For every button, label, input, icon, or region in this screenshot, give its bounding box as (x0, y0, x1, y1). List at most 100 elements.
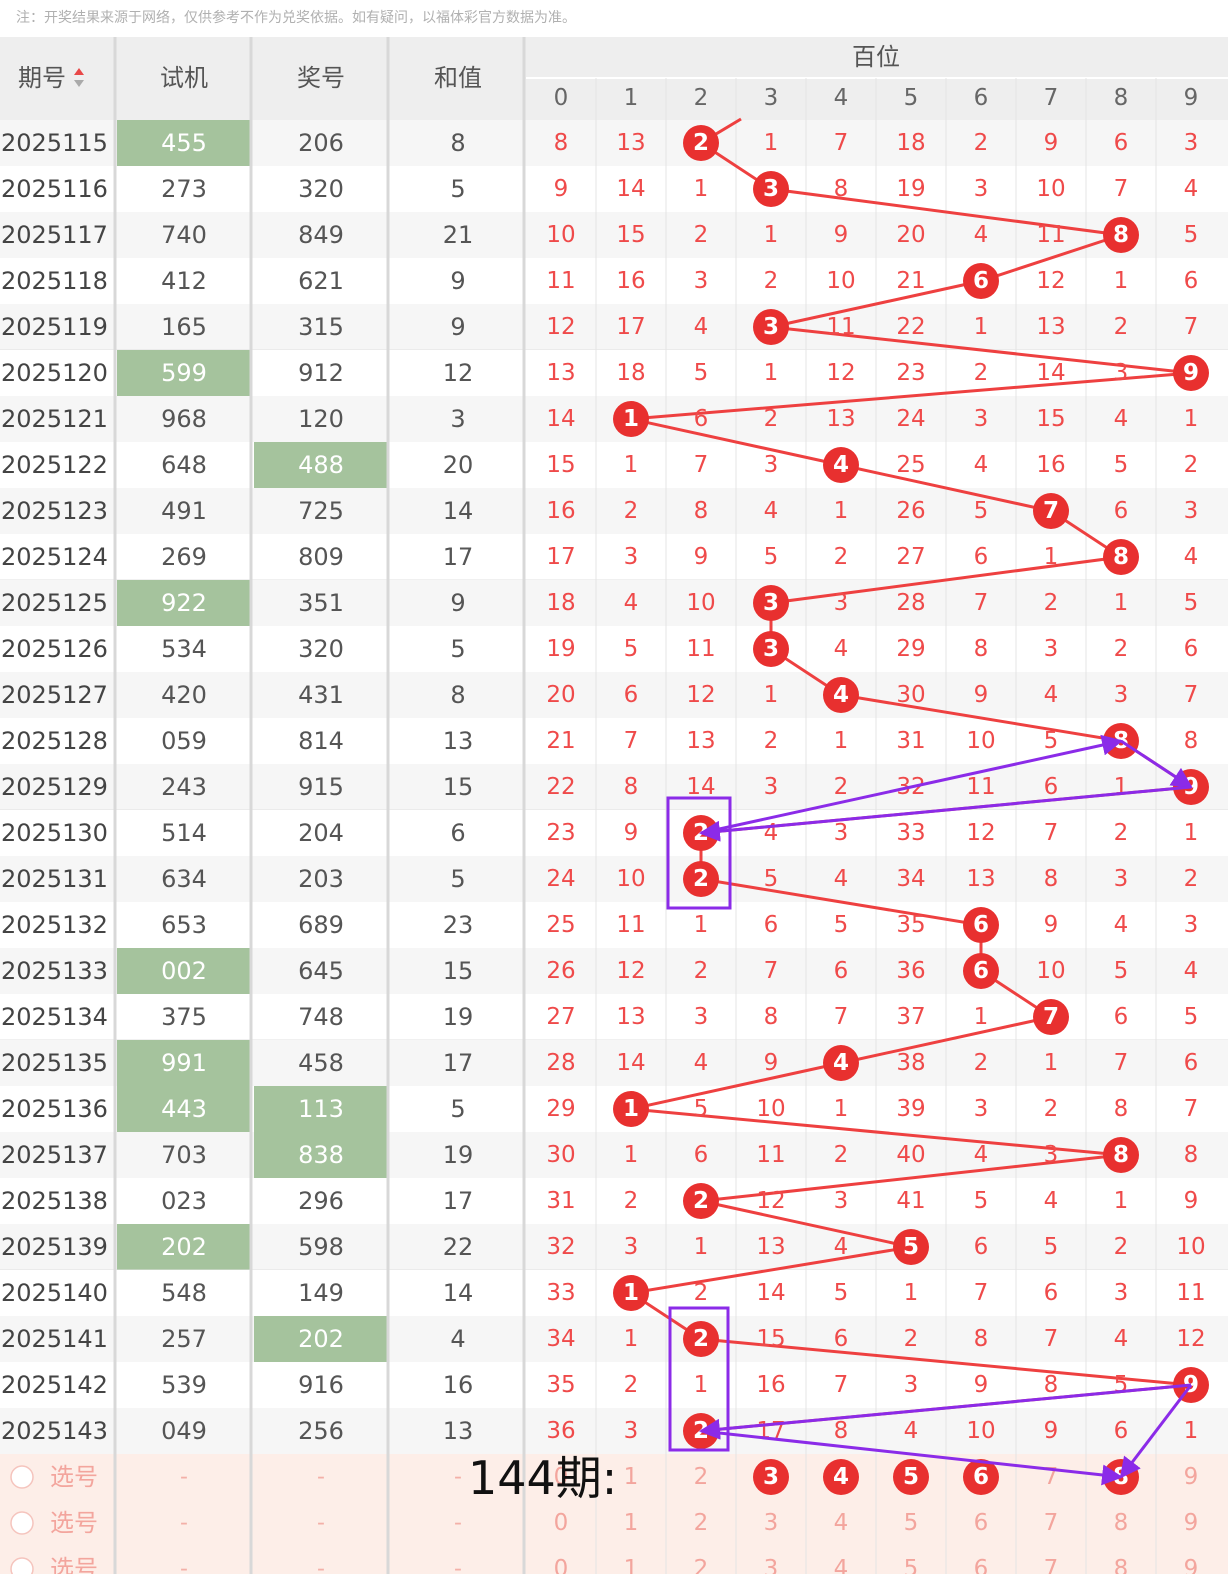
hit-digit: 6 (973, 958, 989, 984)
draw: 431 (298, 681, 344, 709)
draw: 645 (298, 957, 344, 985)
miss-count: 9 (554, 176, 569, 202)
miss-count: 6 (834, 958, 849, 984)
miss-count: 13 (616, 130, 645, 156)
row-bg (0, 902, 1228, 948)
period: 2025120 (1, 359, 108, 387)
hit-ball (823, 1045, 859, 1081)
draw: 320 (298, 175, 344, 203)
miss-count: 3 (764, 452, 779, 478)
miss-count: 6 (1184, 636, 1199, 662)
pick-digit: 5 (904, 1510, 919, 1536)
miss-count: 1 (764, 682, 779, 708)
pick-sum: - (454, 1511, 462, 1536)
miss-count: 36 (896, 958, 925, 984)
miss-count: 10 (826, 268, 855, 294)
miss-count: 16 (756, 1372, 785, 1398)
miss-count: 5 (1184, 590, 1199, 616)
header-digit: 7 (1044, 85, 1059, 111)
miss-count: 1 (694, 1372, 709, 1398)
miss-count: 33 (896, 820, 925, 846)
miss-count: 4 (1184, 544, 1199, 570)
annotation-arrow (698, 785, 1192, 842)
row-bg (0, 810, 1228, 856)
miss-count: 1 (1184, 406, 1199, 432)
miss-count: 8 (764, 1004, 779, 1030)
miss-count: 5 (1114, 452, 1129, 478)
miss-count: 7 (834, 130, 849, 156)
miss-count: 3 (624, 1418, 639, 1444)
draw: 296 (298, 1187, 344, 1215)
trial: 539 (161, 1371, 207, 1399)
draw: 598 (298, 1233, 344, 1261)
miss-count: 5 (694, 360, 709, 386)
miss-count: 3 (1184, 130, 1199, 156)
header-trial: 试机 (160, 64, 208, 92)
miss-count: 3 (624, 544, 639, 570)
miss-count: 13 (546, 360, 575, 386)
miss-count: 1 (1114, 268, 1129, 294)
trial: 703 (161, 1141, 207, 1169)
annotation-box (668, 1306, 730, 1452)
draw: 689 (298, 911, 344, 939)
miss-count: 1 (974, 1004, 989, 1030)
miss-count: 5 (974, 1188, 989, 1214)
miss-count: 10 (616, 866, 645, 892)
annotation: 144期: (468, 1451, 617, 1505)
period: 2025129 (1, 773, 108, 801)
hit-digit: 9 (1183, 360, 1199, 386)
miss-count: 4 (834, 636, 849, 662)
pick-sum: - (454, 1465, 462, 1490)
sort-up (74, 68, 84, 75)
miss-count: 6 (1184, 268, 1199, 294)
hit-ball (683, 125, 719, 161)
miss-count: 9 (1044, 1418, 1059, 1444)
sum: 19 (443, 1003, 474, 1031)
draw: 206 (298, 129, 344, 157)
draw: 915 (298, 773, 344, 801)
row-bg (0, 1178, 1228, 1224)
hit-digit: 4 (833, 452, 849, 478)
period: 2025123 (1, 497, 108, 525)
period: 2025116 (1, 175, 108, 203)
miss-count: 5 (834, 1280, 849, 1306)
pick-trial: - (180, 1511, 188, 1536)
miss-count: 9 (974, 682, 989, 708)
miss-count: 19 (896, 176, 925, 202)
miss-count: 2 (834, 1142, 849, 1168)
miss-count: 4 (1184, 176, 1199, 202)
miss-count: 7 (974, 590, 989, 616)
miss-count: 8 (834, 1418, 849, 1444)
hit-ball (963, 953, 999, 989)
pick-digit: 9 (1184, 1556, 1199, 1574)
miss-count: 30 (546, 1142, 575, 1168)
period: 2025128 (1, 727, 108, 755)
miss-count: 3 (834, 590, 849, 616)
miss-count: 2 (1044, 1096, 1059, 1122)
miss-count: 36 (546, 1418, 575, 1444)
miss-count: 27 (546, 1004, 575, 1030)
selected-ball (823, 1459, 859, 1495)
hit-ball (683, 1183, 719, 1219)
miss-count: 4 (834, 866, 849, 892)
miss-count: 10 (546, 222, 575, 248)
miss-count: 2 (904, 1326, 919, 1352)
pick-digit: 9 (1184, 1510, 1199, 1536)
row-bg (0, 1132, 1228, 1178)
miss-count: 6 (1184, 1050, 1199, 1076)
miss-count: 9 (974, 1372, 989, 1398)
pick-digit: 3 (763, 1464, 779, 1490)
miss-count: 2 (694, 958, 709, 984)
row-bg (0, 626, 1228, 672)
pick-digit: 4 (833, 1464, 849, 1490)
draw: 202 (298, 1325, 344, 1353)
pick-label: 选号 (50, 1463, 98, 1491)
hit-digit: 7 (1043, 1004, 1059, 1030)
miss-count: 2 (1114, 314, 1129, 340)
trial: 165 (161, 313, 207, 341)
miss-count: 32 (546, 1234, 575, 1260)
hit-ball (963, 263, 999, 299)
hit-ball (683, 861, 719, 897)
miss-count: 1 (1114, 774, 1129, 800)
miss-count: 8 (974, 636, 989, 662)
